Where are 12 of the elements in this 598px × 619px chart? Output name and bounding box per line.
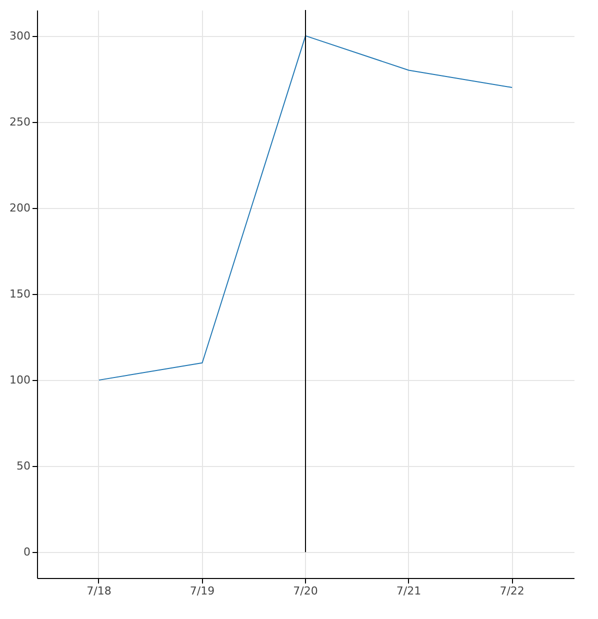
y-tick-label: 300 [10,29,30,42]
y-tick-label: 250 [10,115,30,128]
y-tick-label: 200 [10,201,30,214]
x-tick-label: 7/21 [396,584,422,598]
y-tick-label: 150 [10,288,30,300]
x-tick-label: 7/22 [500,584,524,598]
y-tick-label: 50 [16,460,30,473]
x-tick-label: 7/19 [190,584,215,598]
y-tick-label: 100 [10,374,30,387]
x-tick-label: 7/18 [86,584,112,598]
x-tick-label: 7/20 [293,584,318,598]
y-tick-label: 0 [24,546,30,559]
